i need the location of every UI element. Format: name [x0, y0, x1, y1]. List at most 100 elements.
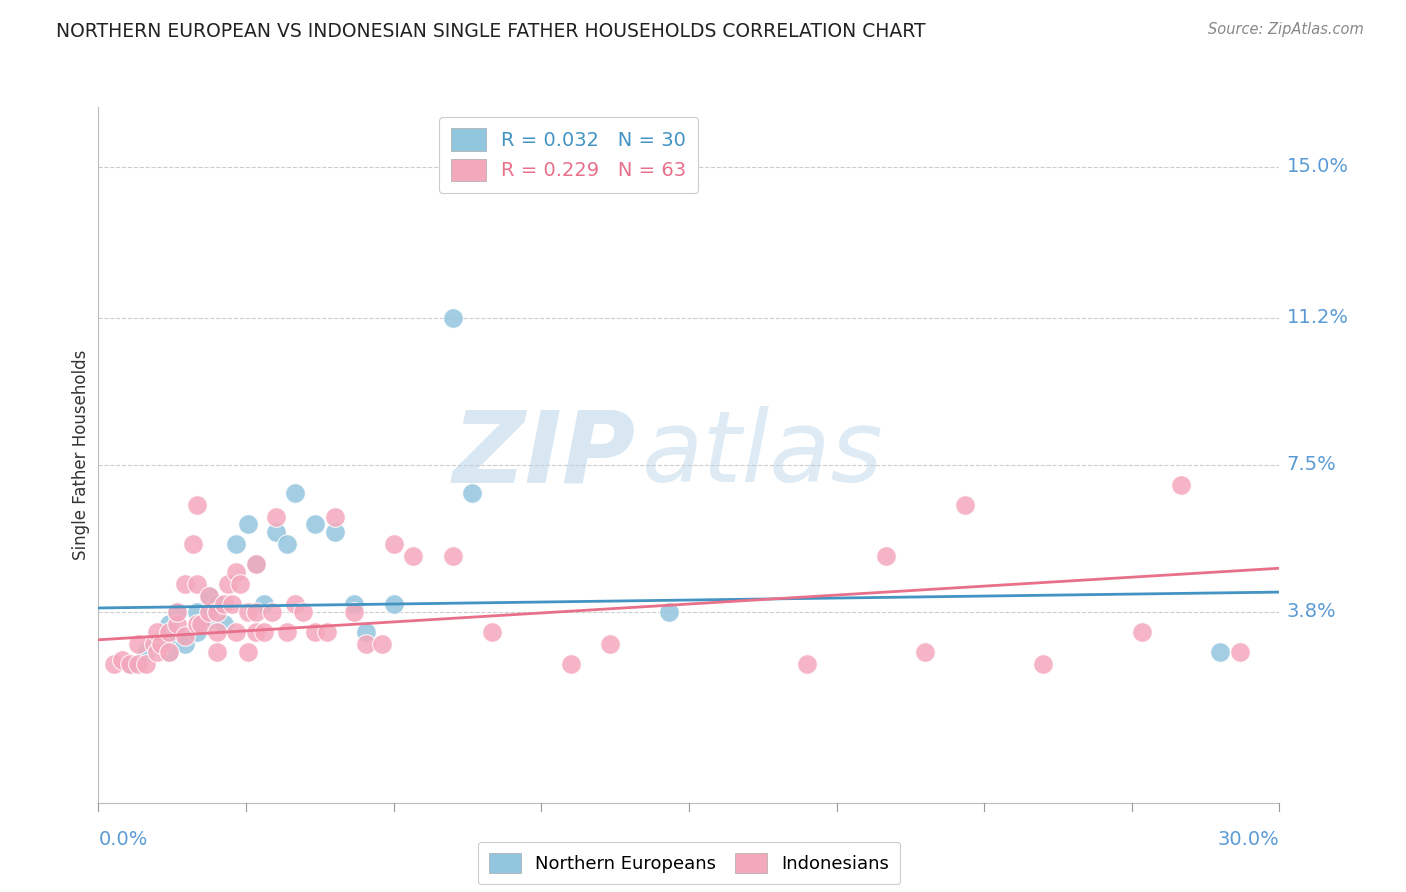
Text: 11.2%: 11.2% — [1286, 309, 1348, 327]
Point — [135, 657, 157, 671]
Point — [253, 597, 276, 611]
Point — [205, 605, 228, 619]
Text: 3.8%: 3.8% — [1286, 602, 1336, 622]
Point — [214, 597, 236, 611]
Point — [146, 637, 169, 651]
Point — [186, 616, 208, 631]
Point — [205, 597, 228, 611]
Point — [186, 498, 208, 512]
Point — [214, 616, 236, 631]
Point — [135, 645, 157, 659]
Point — [127, 637, 149, 651]
Point — [461, 485, 484, 500]
Point — [111, 653, 134, 667]
Point — [197, 605, 219, 619]
Point — [914, 645, 936, 659]
Point — [245, 624, 267, 639]
Point — [157, 624, 180, 639]
Text: 15.0%: 15.0% — [1286, 157, 1348, 177]
Y-axis label: Single Father Households: Single Father Households — [72, 350, 90, 560]
Point — [118, 657, 141, 671]
Point — [225, 537, 247, 551]
Point — [166, 605, 188, 619]
Point — [658, 605, 681, 619]
Point — [166, 605, 188, 619]
Point — [166, 629, 188, 643]
Point — [354, 624, 377, 639]
Point — [402, 549, 425, 564]
Point — [599, 637, 621, 651]
Point — [118, 657, 141, 671]
Point — [174, 629, 197, 643]
Point — [146, 645, 169, 659]
Point — [229, 577, 252, 591]
Point — [441, 549, 464, 564]
Text: 7.5%: 7.5% — [1286, 455, 1336, 475]
Point — [174, 577, 197, 591]
Point — [304, 624, 326, 639]
Point — [181, 537, 204, 551]
Text: 0.0%: 0.0% — [98, 830, 148, 848]
Point — [103, 657, 125, 671]
Point — [343, 597, 366, 611]
Point — [253, 624, 276, 639]
Point — [371, 637, 394, 651]
Point — [205, 624, 228, 639]
Point — [245, 558, 267, 572]
Point — [304, 517, 326, 532]
Text: ZIP: ZIP — [453, 407, 636, 503]
Point — [142, 637, 165, 651]
Point — [343, 605, 366, 619]
Point — [1170, 477, 1192, 491]
Point — [217, 577, 239, 591]
Point — [276, 624, 298, 639]
Point — [1130, 624, 1153, 639]
Text: NORTHERN EUROPEAN VS INDONESIAN SINGLE FATHER HOUSEHOLDS CORRELATION CHART: NORTHERN EUROPEAN VS INDONESIAN SINGLE F… — [56, 22, 927, 41]
Point — [236, 645, 259, 659]
Point — [875, 549, 897, 564]
Point — [197, 589, 219, 603]
Point — [323, 509, 346, 524]
Point — [276, 537, 298, 551]
Point — [225, 624, 247, 639]
Point — [174, 637, 197, 651]
Point — [197, 589, 219, 603]
Point — [264, 525, 287, 540]
Point — [354, 637, 377, 651]
Legend: Northern Europeans, Indonesians: Northern Europeans, Indonesians — [478, 842, 900, 884]
Point — [796, 657, 818, 671]
Point — [953, 498, 976, 512]
Point — [382, 537, 405, 551]
Point — [186, 605, 208, 619]
Point — [260, 605, 283, 619]
Point — [157, 645, 180, 659]
Point — [245, 558, 267, 572]
Point — [481, 624, 503, 639]
Point — [441, 310, 464, 325]
Point — [146, 624, 169, 639]
Point — [190, 616, 212, 631]
Text: Source: ZipAtlas.com: Source: ZipAtlas.com — [1208, 22, 1364, 37]
Point — [1209, 645, 1232, 659]
Point — [245, 605, 267, 619]
Point — [1032, 657, 1054, 671]
Point — [150, 637, 173, 651]
Point — [157, 616, 180, 631]
Point — [315, 624, 337, 639]
Text: atlas: atlas — [641, 407, 883, 503]
Point — [225, 565, 247, 579]
Point — [127, 657, 149, 671]
Point — [221, 597, 243, 611]
Point — [264, 509, 287, 524]
Point — [236, 517, 259, 532]
Point — [1229, 645, 1251, 659]
Point — [382, 597, 405, 611]
Point — [284, 485, 307, 500]
Point — [236, 605, 259, 619]
Point — [186, 577, 208, 591]
Point — [197, 613, 219, 627]
Point — [157, 645, 180, 659]
Point — [284, 597, 307, 611]
Point — [560, 657, 582, 671]
Point — [292, 605, 315, 619]
